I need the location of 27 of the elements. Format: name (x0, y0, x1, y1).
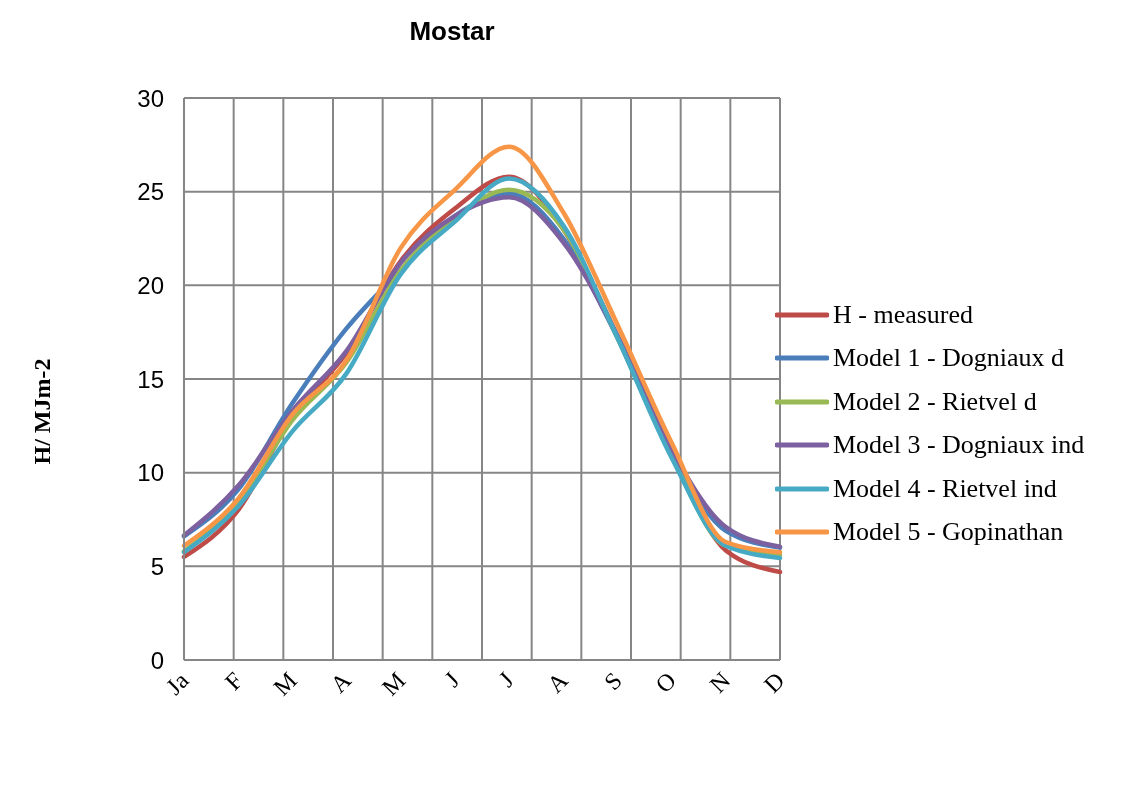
y-tick-label: 30 (137, 84, 164, 112)
x-tick-label: N (704, 667, 736, 698)
legend-label: Model 2 - Rietvel d (833, 386, 1037, 417)
y-tick-label: 15 (137, 365, 164, 393)
chart-title: Mostar (408, 16, 496, 47)
y-axis-title: H/ MJm-2 (29, 358, 57, 465)
legend-label: Model 5 - Gopinathan (833, 517, 1064, 548)
x-tick-label: O (650, 667, 682, 698)
y-tick-label: 20 (137, 271, 164, 299)
legend-label: Model 1 - Dogniaux d (833, 343, 1065, 374)
y-tick-label: 10 (137, 459, 164, 487)
x-tick-label: M (268, 667, 302, 701)
y-tick-label: 0 (150, 646, 164, 674)
legend-label: H - measured (833, 299, 974, 330)
x-tick-label: D (758, 667, 790, 698)
x-tick-label: S (599, 667, 627, 695)
x-tick-label: J (493, 667, 519, 693)
legend-label: Model 4 - Rietvel ind (833, 473, 1057, 504)
x-tick-label: M (376, 667, 411, 701)
x-tick-label: A (325, 666, 357, 698)
legend-label: Model 3 - Dogniaux ind (833, 430, 1085, 461)
x-tick-label: A (542, 666, 574, 698)
x-tick-label: Ja (161, 666, 194, 700)
x-tick-label: F (219, 667, 248, 695)
y-tick-label: 5 (150, 552, 164, 580)
y-tick-label: 25 (137, 178, 164, 206)
x-tick-label: J (439, 667, 465, 693)
